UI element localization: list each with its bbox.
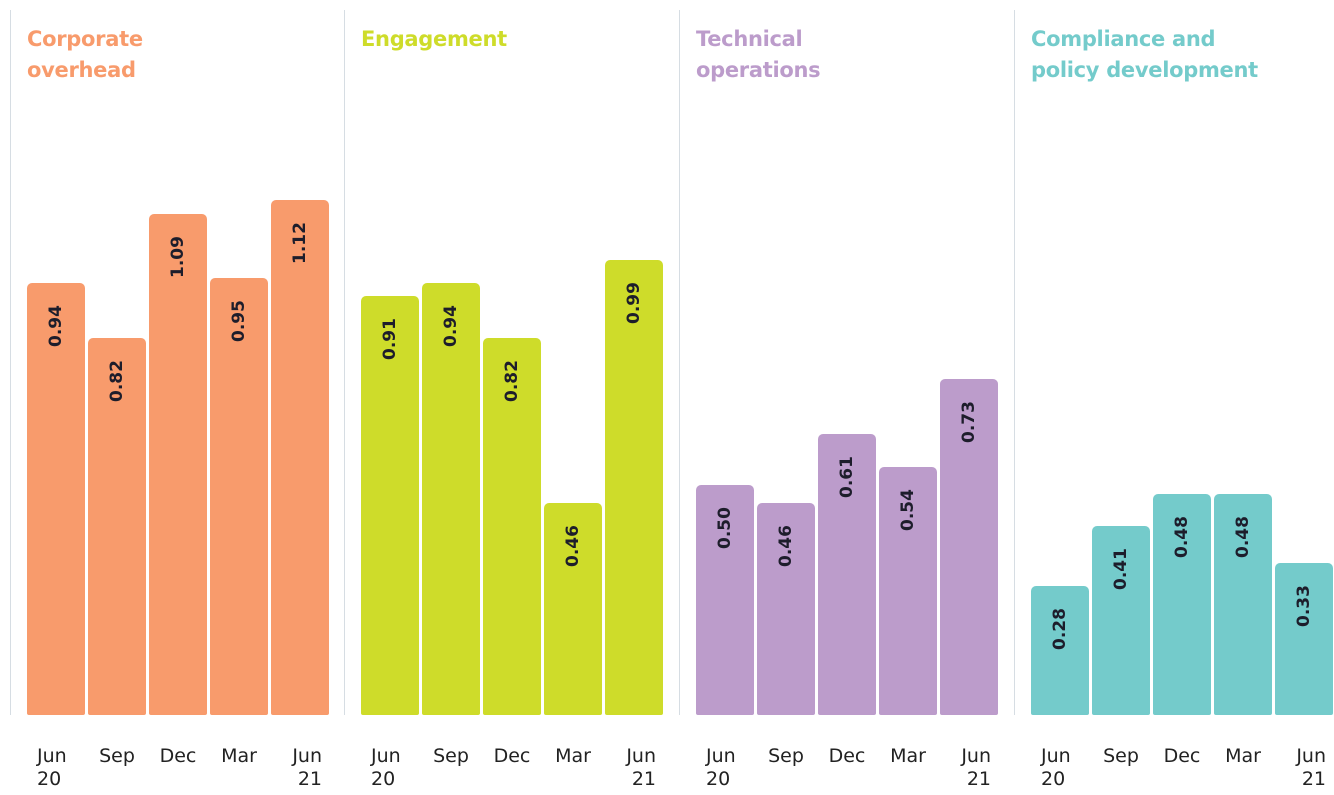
x-tick-label: Jun 21	[292, 745, 322, 790]
data-label: 0.94	[46, 304, 66, 347]
divider	[344, 10, 345, 715]
bar	[696, 485, 754, 715]
bar	[757, 503, 815, 715]
bar	[483, 337, 541, 715]
data-label: 0.46	[776, 525, 796, 568]
data-label: 0.50	[715, 507, 735, 549]
divider	[1014, 10, 1015, 715]
data-label: 1.09	[168, 235, 188, 278]
data-label: 0.41	[1111, 548, 1131, 591]
bar	[149, 213, 207, 715]
bar	[879, 466, 937, 715]
x-tick-label: Dec	[828, 745, 866, 767]
chart-title: Engagement	[361, 27, 507, 51]
x-tick-label: Mar	[1225, 745, 1261, 767]
divider	[10, 10, 11, 715]
x-tick-label: Jun 20	[37, 745, 67, 790]
data-label: 0.82	[107, 359, 127, 402]
x-tick-label: Sep	[1103, 745, 1139, 767]
bar	[1031, 586, 1089, 715]
bar	[1275, 563, 1333, 715]
bar	[1153, 494, 1211, 715]
x-tick-label: Jun 20	[371, 745, 401, 790]
x-tick-label: Mar	[555, 745, 591, 767]
data-label: 1.12	[290, 221, 310, 264]
data-label: 0.28	[1050, 608, 1070, 651]
panel: Technical operations 0.50 Jun 20 0.46 Sep 0.6…	[679, 0, 1013, 795]
bar	[88, 337, 146, 715]
x-tick-label: Sep	[768, 745, 804, 767]
bar	[1092, 526, 1150, 715]
chart-title: Technical operations	[696, 27, 821, 82]
bar	[210, 278, 268, 715]
data-label: 0.91	[380, 318, 400, 361]
data-label: 0.61	[837, 456, 857, 499]
bar	[605, 259, 663, 715]
data-label: 0.48	[1172, 516, 1192, 559]
data-label: 0.33	[1294, 585, 1314, 628]
x-tick-label: Sep	[99, 745, 135, 767]
bar	[940, 379, 998, 715]
bar	[1214, 494, 1272, 715]
chart-title: Corporate overhead	[27, 27, 143, 82]
data-label: 0.99	[624, 281, 644, 324]
x-tick-label: Mar	[221, 745, 257, 767]
x-tick-label: Dec	[159, 745, 197, 767]
x-tick-label: Jun 21	[626, 745, 656, 790]
bar	[422, 282, 480, 715]
bar	[818, 434, 876, 715]
bar	[544, 503, 602, 715]
bar	[361, 296, 419, 715]
x-tick-label: Jun 21	[1296, 745, 1326, 790]
data-label: 0.48	[1233, 516, 1253, 559]
panel: Engagement 0.91 Jun 20 0.94 Sep 0.82 Dec 0.46 Ma…	[344, 0, 678, 795]
x-tick-label: Jun 20	[706, 745, 736, 790]
data-label: 0.54	[898, 488, 918, 531]
divider	[679, 10, 680, 715]
x-tick-label: Jun 21	[961, 745, 991, 790]
data-label: 0.46	[563, 525, 583, 568]
panel: Corporate overhead 0.94 Jun 20 0.82 Sep 1.09 D…	[10, 0, 344, 795]
bar	[27, 282, 85, 715]
bar	[271, 199, 329, 715]
data-label: 0.82	[502, 359, 522, 402]
chart-title: Compliance and policy development	[1031, 27, 1258, 82]
data-label: 0.73	[959, 401, 979, 444]
data-label: 0.95	[229, 300, 249, 342]
data-label: 0.94	[441, 304, 461, 347]
x-tick-label: Dec	[493, 745, 531, 767]
x-tick-label: Dec	[1163, 745, 1201, 767]
panel: Compliance and policy development 0.28 Jun…	[1014, 0, 1334, 795]
x-tick-label: Mar	[890, 745, 926, 767]
x-tick-label: Jun 20	[1041, 745, 1071, 790]
x-tick-label: Sep	[433, 745, 469, 767]
